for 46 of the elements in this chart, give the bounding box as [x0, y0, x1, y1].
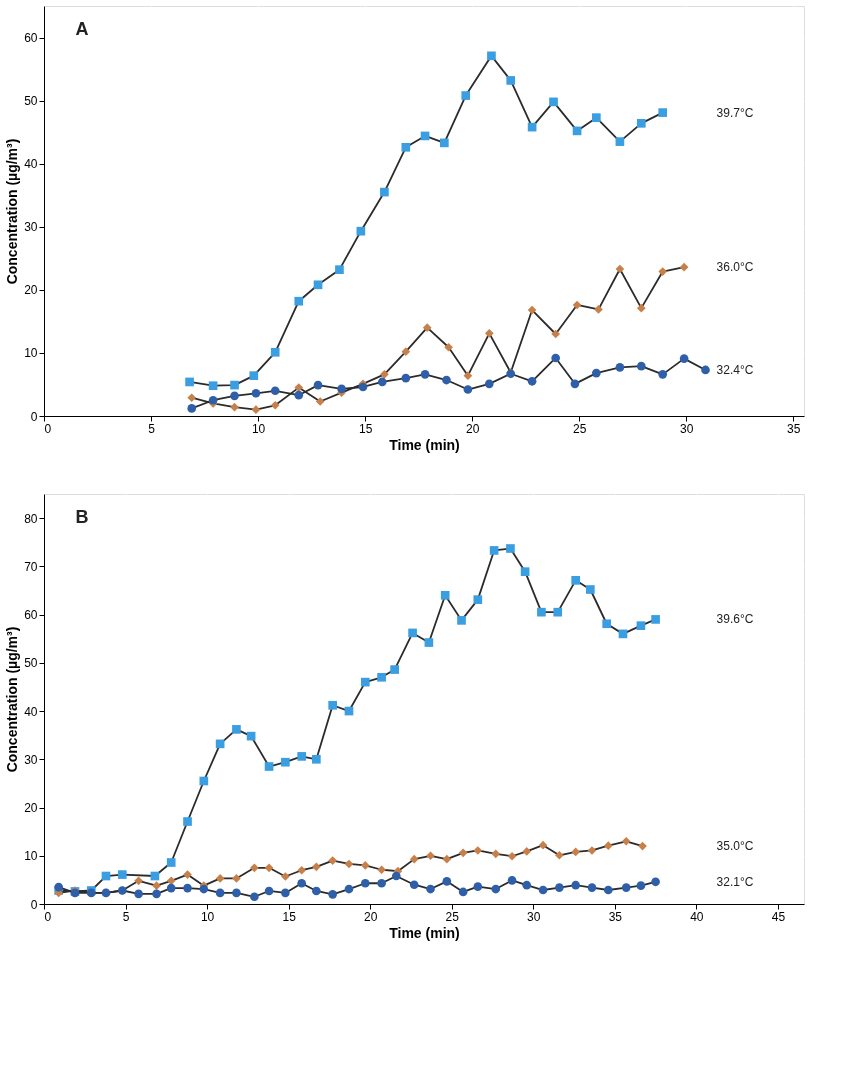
- x-tick-label: 25: [445, 909, 460, 924]
- text: 35.0°C: [716, 839, 754, 854]
- y-tick-label: 10: [24, 849, 38, 864]
- text: A: [75, 19, 89, 39]
- x-tick-label: 15: [358, 421, 373, 436]
- y-tick-label: 20: [24, 283, 38, 298]
- y-tick-label: 30: [24, 220, 38, 235]
- x-tick-label: 40: [690, 909, 704, 924]
- x-tick-label: 5: [148, 421, 156, 436]
- series-label: 32.4°C: [716, 362, 754, 377]
- x-axis-title: Time (min): [389, 924, 460, 941]
- x-axis-title: Time (min): [389, 436, 460, 453]
- x-tick-label: 35: [608, 909, 623, 924]
- x-tick-label: 15: [282, 909, 297, 924]
- x-tick-label: 20: [465, 421, 480, 436]
- text: B: [75, 507, 89, 527]
- x-tick-label: 35: [787, 421, 801, 436]
- y-tick-label: 60: [24, 608, 38, 623]
- y-tick-label: 60: [24, 31, 38, 46]
- x-tick-label: 0: [44, 909, 52, 924]
- y-tick-label: 40: [24, 157, 38, 172]
- x-tick-label: 10: [251, 421, 266, 436]
- y-tick-label: 0: [30, 409, 38, 424]
- x-tick-label: 45: [771, 909, 786, 924]
- x-tick-label: 10: [200, 909, 215, 924]
- y-axis-title: Concentration (µg/m³): [4, 138, 21, 285]
- y-tick-label: 40: [24, 704, 38, 719]
- x-tick-label: 30: [527, 909, 541, 924]
- y-tick-label: 30: [24, 752, 38, 767]
- x-tick-label: 5: [122, 909, 130, 924]
- y-tick-label: 50: [24, 656, 38, 671]
- x-tick-label: 30: [680, 421, 694, 436]
- x-tick-label: 25: [573, 421, 587, 436]
- y-tick-label: 20: [24, 801, 38, 816]
- y-tick-label: 50: [24, 94, 38, 109]
- text: 39.6°C: [716, 612, 754, 627]
- text: 39.7°C: [716, 105, 754, 120]
- y-axis-title: Concentration (µg/m³): [4, 626, 21, 773]
- y-tick-label: 70: [24, 559, 38, 574]
- y-tick-label: 10: [24, 346, 38, 361]
- x-tick-label: 20: [364, 909, 378, 924]
- text: 32.1°C: [716, 874, 754, 889]
- x-tick-label: 0: [44, 421, 52, 436]
- y-tick-label: 80: [24, 511, 38, 526]
- text: 36.0°C: [716, 260, 754, 275]
- y-tick-label: 0: [30, 897, 38, 912]
